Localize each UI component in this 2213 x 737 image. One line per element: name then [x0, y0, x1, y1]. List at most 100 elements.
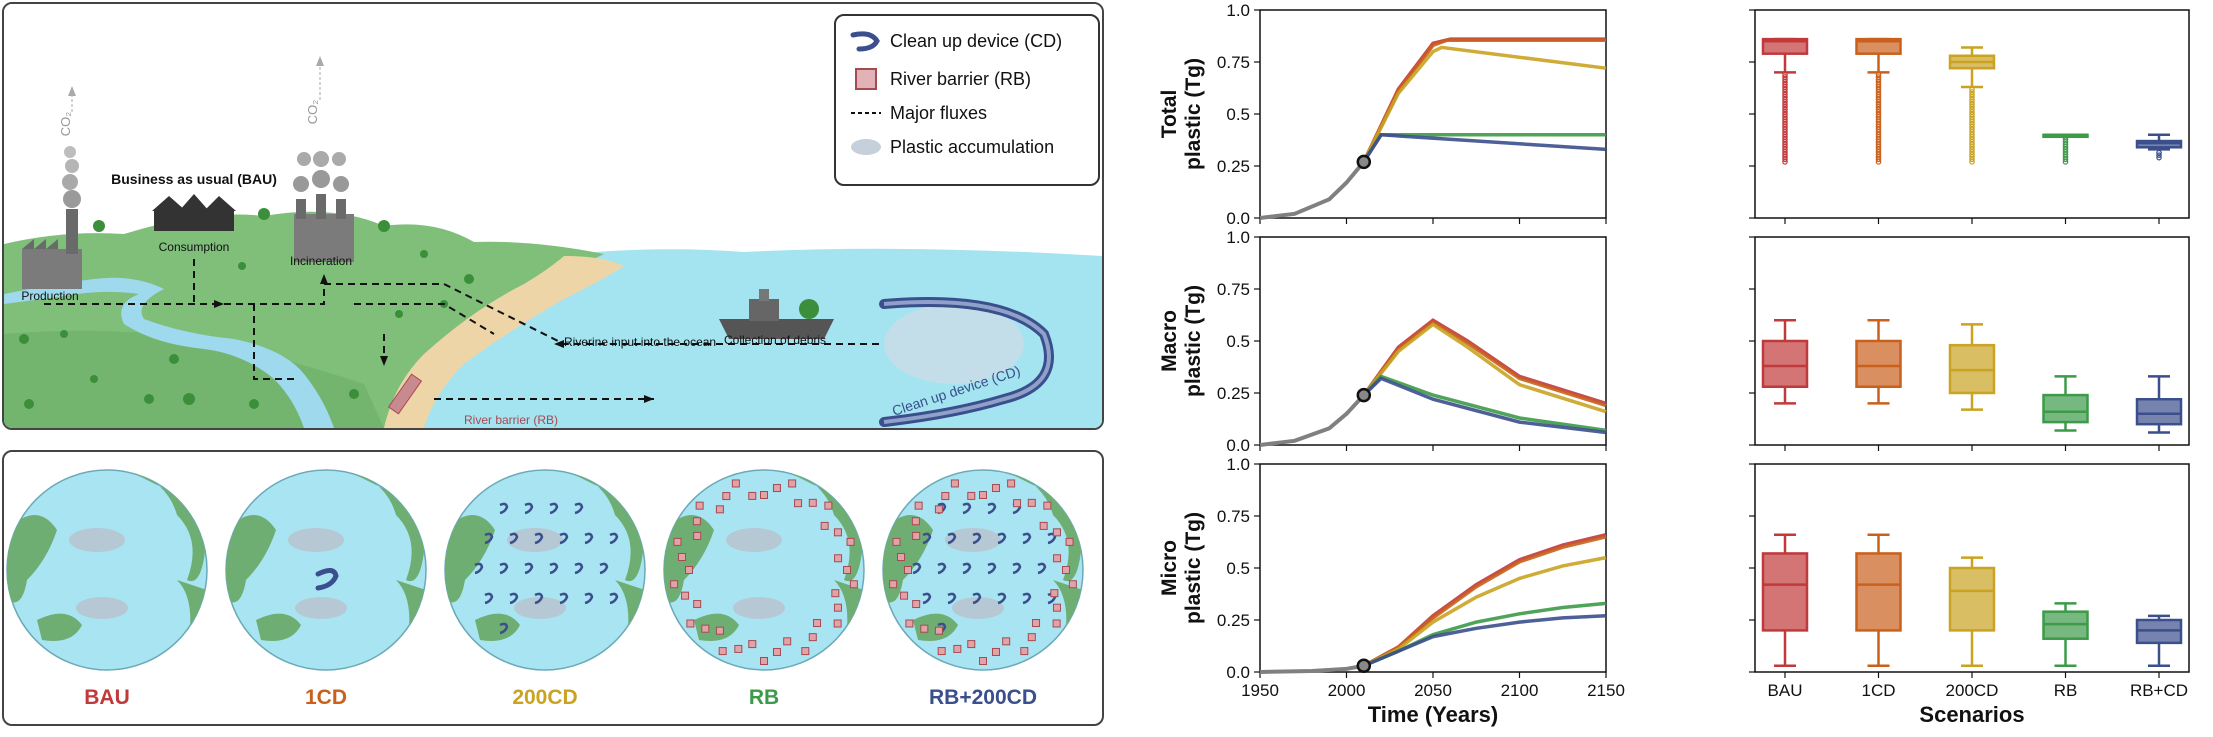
river-barrier-icon — [833, 619, 842, 628]
river-barrier-icon — [1065, 537, 1074, 546]
co2-label-2: CO₂ — [305, 100, 320, 125]
legend-item-accumulation: Plastic accumulation — [848, 132, 1054, 162]
box-200cd — [1948, 323, 1996, 411]
river-barrier-icon — [833, 603, 842, 612]
river-barrier-icon — [1002, 637, 1011, 646]
accumulation-patch — [945, 528, 1001, 552]
river-barrier-icon — [979, 657, 987, 665]
river-barrier-icon — [934, 505, 943, 514]
cleanup-device-icon — [922, 592, 932, 605]
collection-label: Collection of debris — [724, 333, 826, 347]
cleanup-device-icon — [559, 592, 569, 605]
river-barrier-icon — [846, 537, 855, 546]
accumulation-patch — [726, 528, 782, 552]
river-barrier-icon — [808, 633, 817, 642]
cleanup-device-icon — [499, 622, 509, 635]
river-barrier-icon — [900, 591, 909, 600]
river-barrier-icon — [824, 501, 833, 510]
y-tick-label: 0.25 — [1217, 384, 1250, 403]
major-fluxes — [44, 259, 884, 400]
legend-label: Plastic accumulation — [890, 136, 1055, 157]
box-200cd — [1948, 46, 1996, 165]
accumulation-patch — [514, 597, 566, 619]
accumulation-patch — [952, 597, 1004, 619]
river-barrier-icon — [941, 492, 950, 501]
cleanup-device-icon — [937, 562, 947, 575]
globe-200cd: 200CD — [444, 469, 646, 709]
river-barrier-icon — [681, 591, 690, 600]
x-tick-label: 200CD — [1946, 681, 1999, 700]
river-barrier-icon — [911, 517, 920, 526]
river-barrier-icon — [788, 479, 797, 488]
start-marker — [1356, 658, 1372, 674]
cleanup-device-icon — [534, 532, 544, 545]
history-line — [1259, 663, 1365, 674]
box-bau — [1761, 37, 1809, 165]
box-1cd — [1855, 318, 1902, 405]
co2-label-1: CO₂ — [58, 112, 73, 137]
river-barrier-icon — [914, 501, 923, 510]
cleanup-device-icon — [1012, 562, 1022, 575]
y-tick-label: 0.25 — [1217, 611, 1250, 630]
river-barrier-icon — [772, 484, 781, 493]
river-barrier-icon — [1043, 501, 1052, 510]
globe-1cd: 1CD — [225, 469, 427, 709]
river-barrier-icon — [833, 528, 842, 537]
legend-label: Major fluxes — [890, 102, 988, 123]
accumulation-patch — [288, 528, 344, 552]
charts-canvas: 0.0 0.25 0.5 0.75 1.0 Totalplastic (Tg) 0.0 0.2… — [1158, 1, 2190, 727]
series-line-bau — [1362, 37, 1606, 163]
incineration-label: Incineration — [290, 254, 352, 268]
river-barrier-icon — [1062, 566, 1070, 574]
y-tick-label: 0.0 — [1226, 663, 1250, 682]
legend: Clean up device (CD) River barrier (RB) … — [834, 14, 1100, 186]
river-barrier-icon — [912, 531, 921, 540]
river — [4, 277, 334, 428]
beach — [384, 256, 624, 428]
river-barrier-icon — [1052, 619, 1061, 628]
houses-icon — [152, 194, 236, 231]
legend-item-river-barrier: River barrier (RB) — [848, 64, 1031, 94]
river-barrier-icon — [760, 657, 768, 665]
cleanup-device-icon — [549, 562, 559, 575]
river-barrier-icon — [912, 600, 921, 609]
river-barrier-icon — [834, 554, 843, 563]
river-barrier-icon — [967, 491, 976, 500]
river-barrier-icon — [950, 479, 959, 488]
production-label: Production — [21, 289, 78, 303]
river-barrier-icon — [718, 647, 727, 656]
cleanup-device-icon — [848, 28, 884, 54]
cleanup-device-icon — [549, 502, 559, 515]
y-tick-label: 0.75 — [1217, 507, 1250, 526]
ship-icon — [719, 289, 834, 339]
box-rb-200cd — [2135, 614, 2183, 668]
river-barrier-icon — [1053, 554, 1062, 563]
cleanup-device-icon — [474, 562, 484, 575]
x-axis-label: Scenarios — [1919, 702, 2024, 727]
river-barrier-icon — [937, 647, 946, 656]
legend-label: Clean up device (CD) — [890, 30, 1063, 51]
river-barrier-icon — [715, 505, 724, 514]
cleanup-device-icon — [524, 562, 534, 575]
scenario-label: RB+200CD — [929, 686, 1037, 709]
legend-label: River barrier (RB) — [890, 68, 1032, 89]
series-line-200cd — [1362, 322, 1607, 414]
x-tick-label: 1950 — [1241, 681, 1279, 700]
river-barrier-icon — [748, 640, 757, 649]
box-rb — [2042, 375, 2089, 432]
y-tick-label: 0.0 — [1226, 436, 1250, 455]
start-marker — [1356, 154, 1372, 170]
x-tick-label: RB — [2054, 681, 2078, 700]
river-barrier-icon — [1039, 521, 1048, 530]
accumulation-patch — [733, 597, 785, 619]
box-rb-200cd — [2135, 133, 2183, 161]
river-barrier-icon — [1068, 580, 1077, 589]
cleanup-device-icon — [997, 532, 1007, 545]
cleanup-device-icon — [1022, 592, 1032, 605]
globe-rb: RB — [663, 469, 865, 709]
y-tick-label: 0.5 — [1226, 105, 1250, 124]
river-barrier-icon — [731, 479, 740, 488]
globe-rb-200cd: RB+200CD — [882, 469, 1084, 709]
river-barrier-icon — [715, 626, 724, 635]
cleanup-device-icon — [484, 592, 494, 605]
